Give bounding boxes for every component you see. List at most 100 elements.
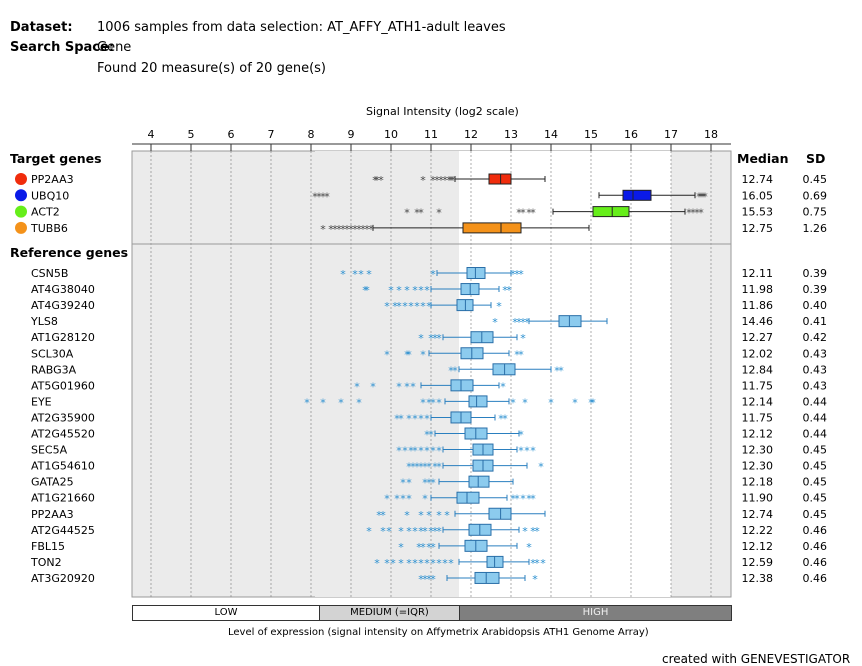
sd-column-header: SD: [806, 151, 826, 166]
x-tick-label-16: 16: [624, 128, 638, 141]
outlier-reference-17-1: *: [416, 541, 422, 554]
outlier-reference-5-3: *: [420, 348, 426, 361]
outlier-reference-10-0: *: [424, 429, 430, 442]
outlier-reference-16-10: *: [436, 525, 442, 538]
x-tick-label-13: 13: [504, 128, 518, 141]
dataset-value: 1006 samples from data selection: AT_AFF…: [97, 20, 506, 35]
outlier-reference-4-3: *: [436, 332, 442, 345]
median-value-reference-15: 12.74: [742, 508, 774, 521]
outlier-reference-8-6: *: [430, 396, 436, 409]
outlier-reference-2-4: *: [408, 300, 414, 313]
outlier-reference-18-5: *: [412, 557, 418, 570]
outlier-reference-15-5: *: [436, 509, 442, 522]
sd-value-target-2: 0.75: [803, 206, 828, 219]
outlier-reference-7-1: *: [370, 380, 376, 393]
median-value-reference-4: 12.27: [742, 331, 774, 344]
box-reference-7: [450, 379, 474, 392]
median-column-header: Median: [737, 151, 789, 166]
sd-value-reference-14: 0.45: [803, 492, 828, 505]
gene-name-reference-10: AT2G45520: [31, 428, 95, 441]
outlier-target-0-6: *: [438, 174, 444, 187]
outlier-reference-17-2: *: [420, 541, 426, 554]
outlier-reference-16-5: *: [412, 525, 418, 538]
gene-color-dot-target-2: [15, 205, 27, 218]
outlier-reference-11-6: *: [430, 445, 436, 458]
outlier-target-0-5: *: [434, 174, 440, 187]
chart-title: Signal Intensity (log2 scale): [366, 105, 519, 118]
outlier-reference-1-0: *: [362, 284, 368, 297]
outlier-target-2-11: *: [698, 207, 704, 220]
outlier-reference-10-1: *: [428, 429, 434, 442]
outlier-target-3-3: *: [336, 223, 342, 236]
outlier-reference-9-1: *: [398, 412, 404, 425]
outlier-reference-1-9: *: [506, 284, 512, 297]
median-value-reference-6: 12.84: [742, 363, 774, 376]
outlier-reference-18-2: *: [390, 557, 396, 570]
outlier-reference-17-5: *: [526, 541, 532, 554]
median-value-target-2: 15.53: [742, 206, 774, 219]
outlier-reference-1-8: *: [502, 284, 508, 297]
outlier-reference-8-2: *: [338, 396, 344, 409]
outlier-target-1-3: *: [324, 190, 330, 203]
outlier-reference-12-3: *: [418, 461, 424, 474]
outlier-reference-8-9: *: [522, 396, 528, 409]
sd-value-target-1: 0.69: [803, 189, 828, 202]
outlier-reference-16-7: *: [422, 525, 428, 538]
gene-name-reference-14: AT1G21660: [31, 492, 95, 505]
outlier-reference-8-3: *: [356, 396, 362, 409]
gene-name-target-2: ACT2: [31, 206, 60, 219]
outlier-reference-7-2: *: [396, 380, 402, 393]
outlier-reference-16-3: *: [398, 525, 404, 538]
median-value-reference-2: 11.86: [742, 299, 774, 312]
outlier-reference-17-4: *: [430, 541, 436, 554]
median-value-target-0: 12.74: [742, 173, 774, 186]
outlier-reference-8-11: *: [572, 396, 578, 409]
gene-color-dot-target-0: [15, 173, 27, 185]
median-value-reference-13: 12.18: [742, 476, 774, 489]
footer-credit: created with GENEVESTIGATOR: [662, 652, 851, 666]
sd-value-reference-8: 0.44: [803, 395, 828, 408]
gene-color-dot-target-1: [15, 189, 27, 202]
outlier-target-0-3: *: [420, 174, 426, 187]
outlier-reference-14-1: *: [394, 493, 400, 506]
gene-name-reference-5: SCL30A: [31, 347, 74, 360]
outlier-reference-4-4: *: [520, 332, 526, 345]
outlier-target-1-7: *: [702, 190, 708, 203]
found-text: Found 20 measure(s) of 20 gene(s): [97, 61, 326, 76]
legend-low: LOW: [132, 605, 320, 621]
outlier-target-2-7: *: [530, 207, 536, 220]
outlier-target-3-4: *: [340, 223, 346, 236]
outlier-reference-16-2: *: [386, 525, 392, 538]
median-value-reference-5: 12.02: [742, 347, 774, 360]
outlier-reference-13-0: *: [400, 477, 406, 490]
outlier-reference-14-6: *: [514, 493, 520, 506]
sd-value-reference-18: 0.46: [803, 556, 828, 569]
outlier-reference-13-4: *: [430, 477, 436, 490]
gene-name-reference-4: AT1G28120: [31, 331, 95, 344]
gene-name-reference-12: AT1G54610: [31, 460, 95, 473]
outlier-target-3-6: *: [348, 223, 354, 236]
outlier-reference-11-10: *: [530, 445, 536, 458]
outlier-reference-16-1: *: [380, 525, 386, 538]
outlier-reference-19-0: *: [418, 573, 424, 586]
outlier-reference-7-4: *: [410, 380, 416, 393]
outlier-target-1-4: *: [696, 190, 702, 203]
sd-value-reference-11: 0.45: [803, 444, 828, 457]
outlier-reference-8-1: *: [320, 396, 326, 409]
outlier-reference-16-0: *: [366, 525, 372, 538]
outlier-reference-18-9: *: [436, 557, 442, 570]
box-reference-8: [468, 395, 488, 408]
outlier-reference-18-13: *: [534, 557, 540, 570]
outlier-target-2-6: *: [526, 207, 532, 220]
outlier-target-3-7: *: [352, 223, 358, 236]
gene-name-reference-7: AT5G01960: [31, 379, 95, 392]
gene-name-reference-1: AT4G38040: [31, 283, 95, 296]
sd-value-reference-3: 0.41: [803, 315, 828, 328]
box-reference-13: [468, 475, 490, 488]
search-space-label: Search Space:: [10, 40, 115, 55]
gene-name-reference-3: YLS8: [30, 315, 58, 328]
median-value-reference-10: 12.12: [742, 428, 774, 441]
outlier-reference-8-7: *: [436, 396, 442, 409]
median-value-target-3: 12.75: [742, 222, 774, 235]
gene-name-target-0: PP2AA3: [31, 173, 74, 186]
